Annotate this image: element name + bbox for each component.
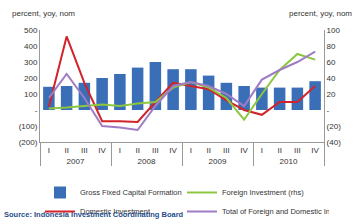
svg-text:Gross Fixed Capital Formation: Gross Fixed Capital Formation: [80, 188, 182, 197]
svg-text:100: 100: [327, 26, 341, 35]
svg-text:Source: Indonesia Investment C: Source: Indonesia Investment Coordinatin…: [4, 210, 184, 219]
svg-text:40: 40: [327, 74, 336, 83]
svg-text:100: 100: [24, 90, 38, 99]
svg-text:percent, yoy, nom: percent, yoy, nom: [12, 9, 75, 18]
svg-text:200: 200: [24, 74, 38, 83]
svg-text:(20): (20): [327, 122, 342, 131]
svg-text:I: I: [48, 146, 50, 155]
svg-text:II: II: [206, 146, 210, 155]
svg-text:III: III: [223, 146, 230, 155]
svg-text:IV: IV: [98, 146, 106, 155]
svg-text:percent, yoy, nom: percent, yoy, nom: [289, 9, 352, 18]
svg-text:-: -: [327, 106, 330, 115]
svg-text:2010: 2010: [280, 157, 298, 166]
svg-text:IV: IV: [240, 146, 248, 155]
svg-text:(40): (40): [327, 138, 342, 147]
svg-text:2007: 2007: [67, 157, 85, 166]
svg-text:II: II: [135, 146, 139, 155]
svg-text:III: III: [81, 146, 88, 155]
svg-text:80: 80: [327, 42, 336, 51]
svg-text:(100): (100): [19, 122, 38, 131]
svg-text:20: 20: [327, 90, 336, 99]
svg-text:III: III: [152, 146, 159, 155]
svg-text:60: 60: [327, 58, 336, 67]
svg-text:IV: IV: [169, 146, 177, 155]
svg-text:Total of Foreign and Domestic: Total of Foreign and Domestic Investment…: [222, 207, 329, 216]
svg-text:I: I: [190, 146, 192, 155]
svg-text:400: 400: [24, 42, 38, 51]
svg-text:I: I: [261, 146, 263, 155]
svg-text:I: I: [119, 146, 121, 155]
svg-text:II: II: [277, 146, 281, 155]
svg-text:IV: IV: [311, 146, 319, 155]
svg-text:500: 500: [24, 26, 38, 35]
svg-text:(200): (200): [19, 138, 38, 147]
svg-text:Domestic Investment: Domestic Investment: [80, 207, 151, 216]
svg-text:2009: 2009: [209, 157, 227, 166]
svg-text:II: II: [64, 146, 68, 155]
svg-text:Foreign Investment (rhs): Foreign Investment (rhs): [222, 188, 304, 197]
svg-text:III: III: [294, 146, 301, 155]
svg-text:300: 300: [24, 58, 38, 67]
svg-text:2008: 2008: [138, 157, 156, 166]
svg-text:-: -: [35, 106, 38, 115]
